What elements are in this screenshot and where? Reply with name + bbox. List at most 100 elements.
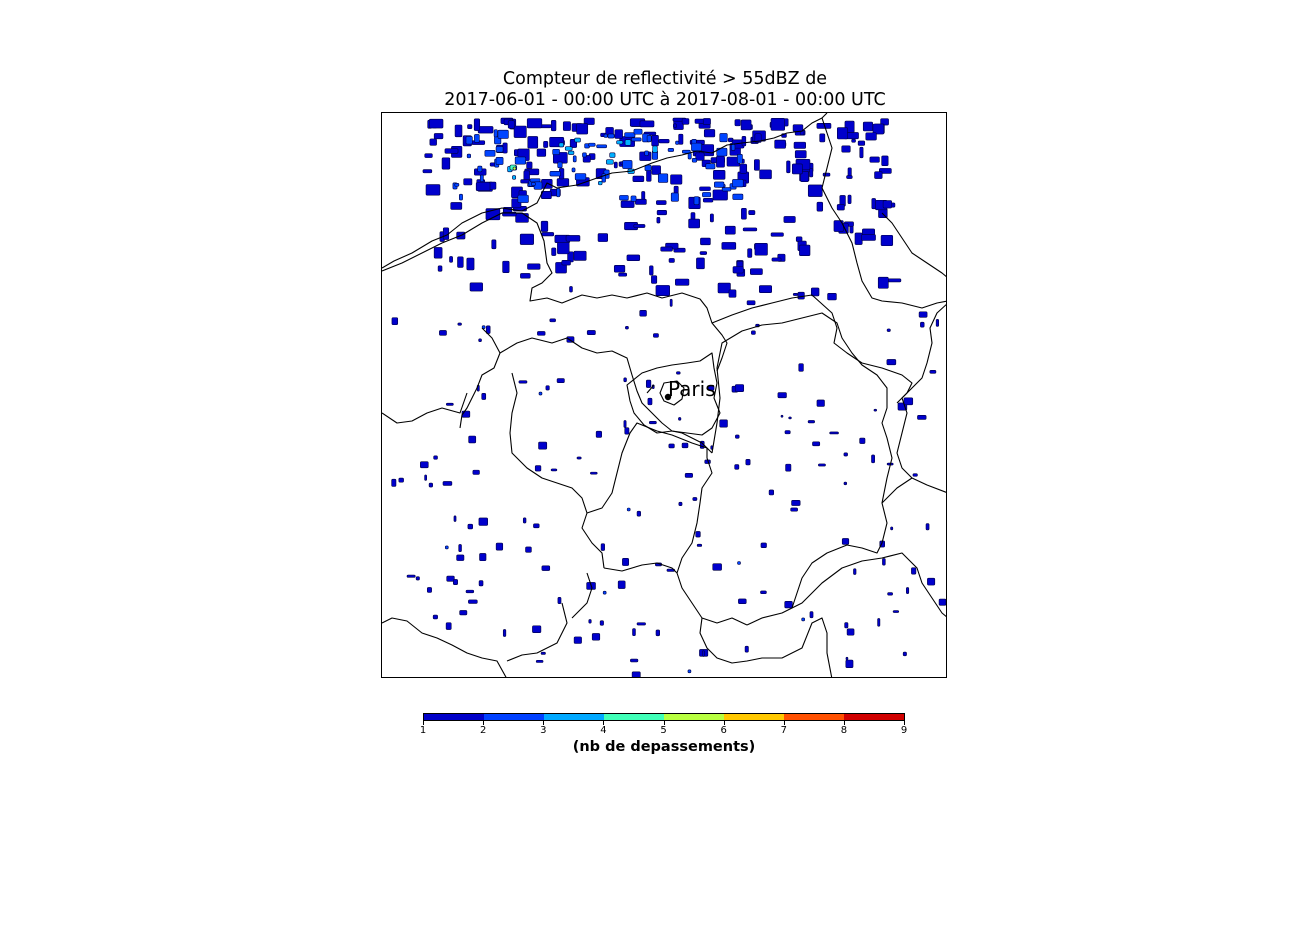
echo-cell xyxy=(550,120,557,132)
echo-cell xyxy=(626,507,631,512)
echo-cell xyxy=(541,565,551,571)
echo-cell xyxy=(645,379,652,388)
echo-cell xyxy=(790,507,798,512)
echo-cell xyxy=(699,251,708,255)
echo-cell xyxy=(724,225,736,235)
echo-cell xyxy=(454,124,463,138)
echo-cell xyxy=(622,160,633,169)
echo-cell xyxy=(595,430,602,438)
echo-cell xyxy=(648,420,657,425)
echo-cell xyxy=(854,232,863,245)
echo-cell xyxy=(702,192,712,198)
echo-cell xyxy=(675,140,680,145)
echo-cell xyxy=(603,133,608,138)
echo-cell xyxy=(687,669,692,674)
echo-cell xyxy=(495,542,504,551)
echo-cell xyxy=(681,442,689,449)
echo-cell xyxy=(859,437,866,444)
echo-cell xyxy=(740,119,752,131)
echo-cell xyxy=(457,322,462,326)
colorbar-tick xyxy=(423,721,424,725)
echo-cell xyxy=(497,129,509,139)
echo-cell xyxy=(847,194,852,205)
echo-cell xyxy=(816,201,824,212)
echo-cell xyxy=(792,292,799,296)
echo-cell xyxy=(537,331,546,336)
echo-cell xyxy=(433,133,444,140)
echo-cell xyxy=(609,152,616,158)
echo-cell xyxy=(531,182,536,186)
echo-cell xyxy=(707,385,715,391)
echo-cell xyxy=(678,417,682,421)
echo-cell xyxy=(424,474,427,481)
echo-cell xyxy=(481,393,487,400)
echo-cell xyxy=(788,416,792,420)
echo-cell xyxy=(857,140,866,146)
echo-cell xyxy=(549,170,561,177)
echo-cell xyxy=(502,629,507,637)
echo-cell xyxy=(730,143,736,151)
echo-cell xyxy=(607,133,615,139)
echo-cell xyxy=(774,139,786,149)
colorbar-segment xyxy=(544,714,604,720)
echo-cell xyxy=(545,385,550,391)
echo-cell xyxy=(744,645,749,653)
echo-cell xyxy=(582,152,587,158)
echo-cell xyxy=(424,153,433,158)
echo-cell xyxy=(478,517,488,526)
colorbar-tick xyxy=(904,721,905,725)
echo-cell xyxy=(791,163,803,175)
echo-cell xyxy=(920,321,925,328)
colorbar-tick xyxy=(603,721,605,725)
echo-cell xyxy=(538,391,543,396)
echo-cell xyxy=(816,399,825,407)
echo-cell xyxy=(441,157,451,170)
echo-cell xyxy=(493,129,498,138)
echo-cell xyxy=(693,196,700,205)
echo-cell xyxy=(935,319,940,327)
colorbar-segment xyxy=(484,714,544,720)
echo-cell xyxy=(646,170,652,182)
echo-cell xyxy=(442,481,453,486)
echo-cell xyxy=(478,580,484,587)
echo-cell xyxy=(502,142,508,154)
echo-cell xyxy=(903,397,914,406)
echo-cell xyxy=(625,326,629,330)
echo-cell xyxy=(886,278,902,283)
echo-cell xyxy=(812,441,821,447)
echo-cell xyxy=(810,287,820,297)
echo-cell xyxy=(616,140,624,145)
echo-cell xyxy=(556,178,570,187)
echo-cell xyxy=(631,671,641,677)
echo-cell xyxy=(472,469,480,475)
echo-cell xyxy=(734,464,740,470)
echo-cell xyxy=(770,118,785,131)
echo-cell xyxy=(714,181,725,188)
echo-cell xyxy=(622,558,629,566)
colorbar-segment xyxy=(844,714,904,720)
echo-cell xyxy=(735,434,740,439)
echo-cell xyxy=(668,258,675,263)
colorbar-tick xyxy=(843,721,845,725)
echo-cell xyxy=(398,477,404,483)
echo-cell xyxy=(717,282,731,294)
echo-cell xyxy=(586,330,596,335)
echo-cell xyxy=(877,618,881,627)
echo-cell xyxy=(446,575,455,582)
echo-cell xyxy=(590,471,598,475)
echo-cell xyxy=(906,587,910,594)
echo-cell xyxy=(620,200,635,208)
echo-cell xyxy=(749,268,763,275)
echo-cell xyxy=(886,328,891,332)
colorbar-ticks: 1 2 3 4 5 6 7 8 9 xyxy=(420,721,907,741)
echo-cell xyxy=(798,363,804,372)
echo-cell xyxy=(614,129,623,139)
echo-cell xyxy=(491,239,497,250)
echo-cell xyxy=(598,180,603,186)
echo-cell xyxy=(657,173,669,183)
colorbar-segment xyxy=(604,714,664,720)
echo-cell xyxy=(853,568,857,575)
echo-cell xyxy=(536,148,547,157)
echo-cell xyxy=(736,153,743,164)
echo-cell xyxy=(583,117,595,125)
